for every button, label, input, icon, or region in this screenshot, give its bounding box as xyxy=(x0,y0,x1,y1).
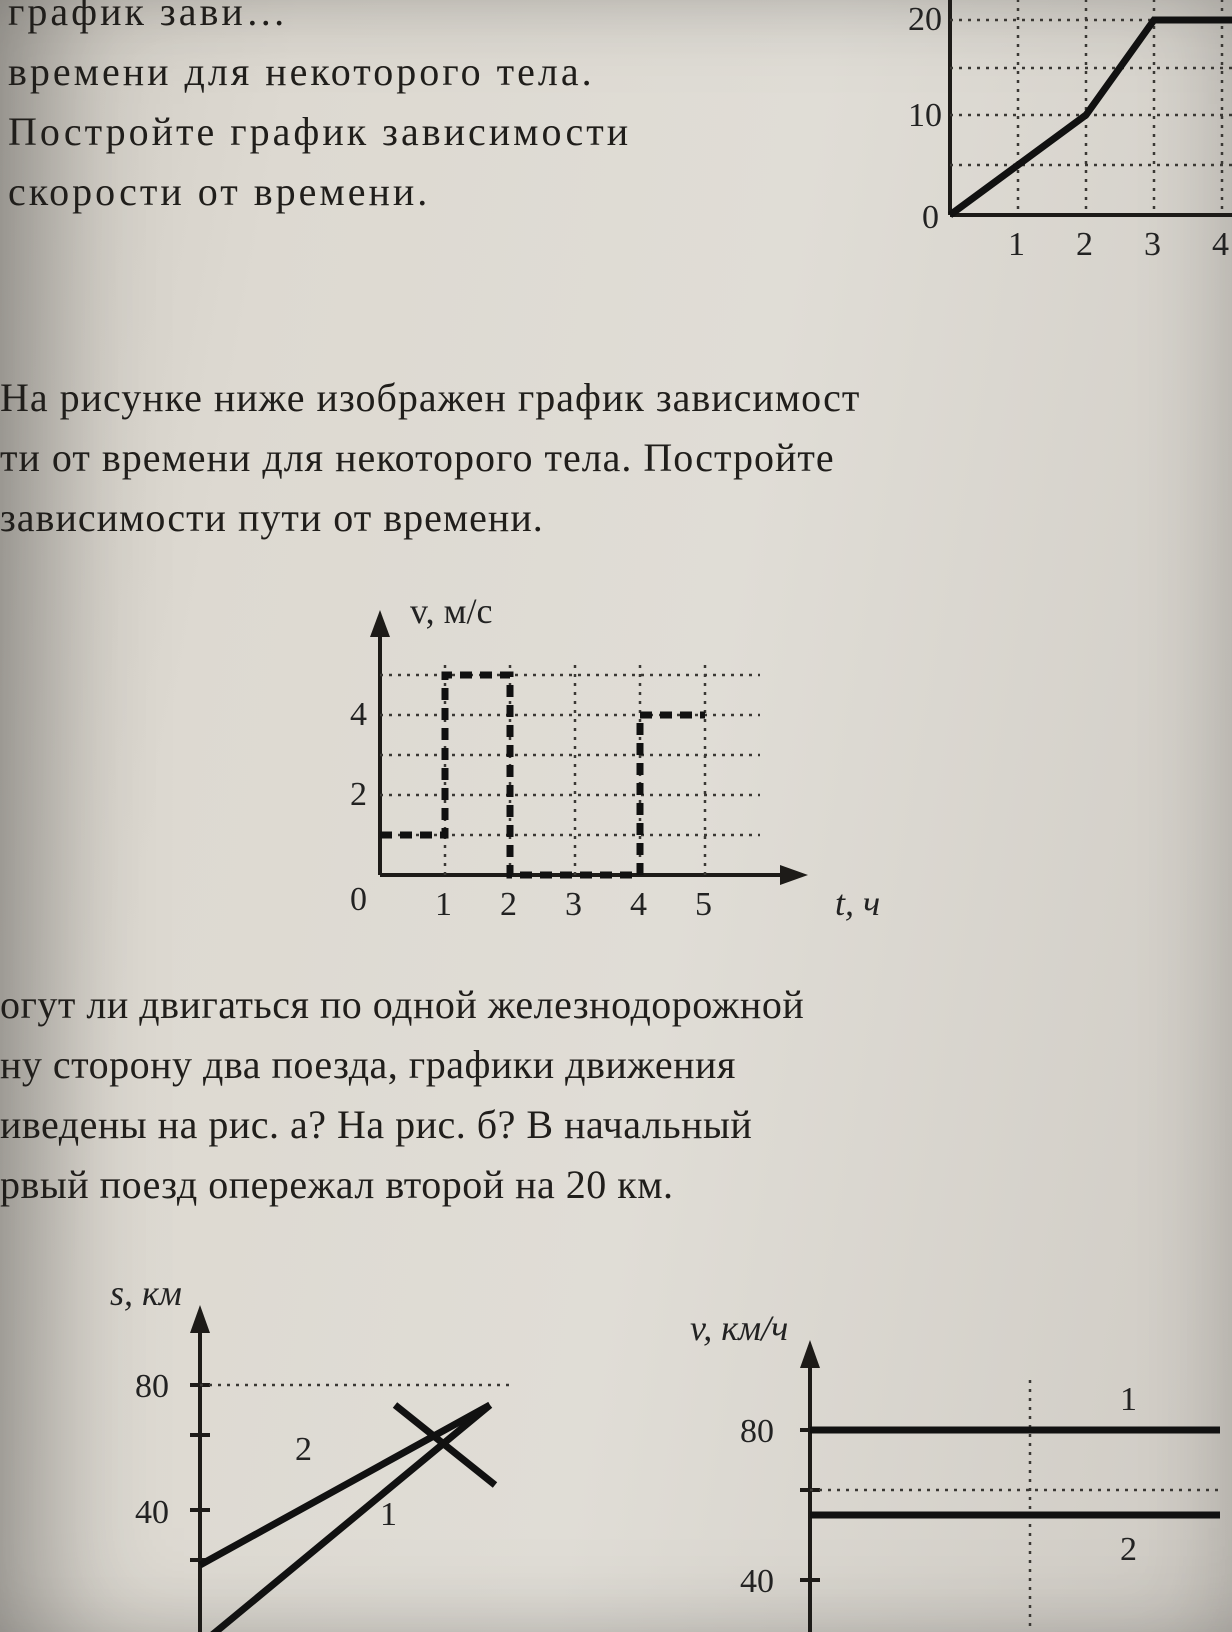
c1-y-20: 20 xyxy=(908,1,942,38)
c3a-s2: 2 xyxy=(295,1431,312,1468)
mid-paragraph: На рисунке ниже изображен график зависим… xyxy=(0,368,1232,548)
c2-x3: 3 xyxy=(565,886,582,923)
top-l4: скорости от времени. xyxy=(8,169,430,214)
chart-2: v, м/с 4 2 0 1 2 3 4 5 t, ч xyxy=(280,575,900,935)
chart-3a: s, км 80 40 2 1 xyxy=(40,1265,540,1632)
page: график зави… времени для некоторого тела… xyxy=(0,0,1232,1632)
c2-y4: 4 xyxy=(350,696,367,733)
top-l2: времени для некоторого тела. xyxy=(8,49,595,94)
c1-y-10: 10 xyxy=(908,97,942,134)
c2-x5: 5 xyxy=(695,886,712,923)
c2-x4: 4 xyxy=(630,886,647,923)
mid-l2: ти от времени для некоторого тела. Постр… xyxy=(0,435,835,480)
c1-y-0: 0 xyxy=(922,199,939,236)
chart-1: 20 10 0 1 2 3 4 xyxy=(890,0,1232,290)
c1-x-3: 3 xyxy=(1144,226,1161,263)
c2-y2: 2 xyxy=(350,776,367,813)
c2-x1: 1 xyxy=(435,886,452,923)
c3a-s1: 1 xyxy=(380,1496,397,1533)
q3-l4: рвый поезд опережал второй на 20 км. xyxy=(0,1162,674,1207)
c3b-y80: 80 xyxy=(740,1413,774,1450)
c3a-y80: 80 xyxy=(135,1368,169,1405)
top-l3: Постройте график зависимости xyxy=(8,109,631,154)
c2-x2: 2 xyxy=(500,886,517,923)
mid-l3: зависимости пути от времени. xyxy=(0,495,544,540)
q3-l1: огут ли двигаться по одной железнодорожн… xyxy=(0,982,804,1027)
c1-x-1: 1 xyxy=(1008,226,1025,263)
c3b-y40: 40 xyxy=(740,1563,774,1600)
q3-paragraph: огут ли двигаться по одной железнодорожн… xyxy=(0,975,1232,1215)
c3b-ylabel: v, км/ч xyxy=(690,1308,788,1348)
c1-x-4: 4 xyxy=(1212,226,1229,263)
top-l1: график зави… xyxy=(8,0,289,34)
top-paragraph: график зави… времени для некоторого тела… xyxy=(8,0,778,222)
c2-y0: 0 xyxy=(350,881,367,918)
c2-ylabel: v, м/с xyxy=(410,591,492,631)
c3b-s2: 2 xyxy=(1120,1531,1137,1568)
q3-l2: ну сторону два поезда, графики движения xyxy=(0,1042,736,1087)
mid-l1: На рисунке ниже изображен график зависим… xyxy=(0,375,860,420)
c1-x-2: 2 xyxy=(1076,226,1093,263)
c3a-y40: 40 xyxy=(135,1494,169,1531)
chart-3b: v, км/ч 80 40 1 2 xyxy=(580,1300,1220,1632)
q3-l3: иведены на рис. а? На рис. б? В начальны… xyxy=(0,1102,752,1147)
c3a-ylabel: s, км xyxy=(110,1273,182,1313)
c2-xlabel: t, ч xyxy=(835,883,880,923)
c3b-s1: 1 xyxy=(1120,1381,1137,1418)
